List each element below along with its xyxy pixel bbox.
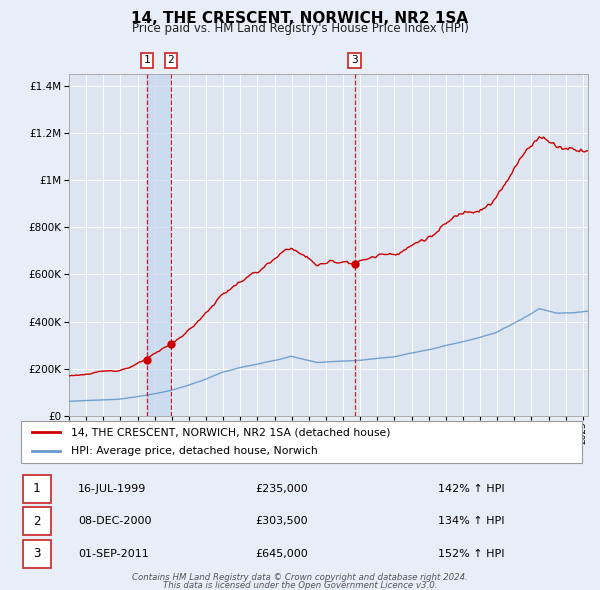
Text: 01-SEP-2011: 01-SEP-2011	[78, 549, 149, 559]
Text: 14, THE CRESCENT, NORWICH, NR2 1SA: 14, THE CRESCENT, NORWICH, NR2 1SA	[131, 11, 469, 25]
Text: 2: 2	[167, 55, 174, 65]
Text: 3: 3	[33, 547, 40, 560]
Text: 1: 1	[143, 55, 150, 65]
Text: 14, THE CRESCENT, NORWICH, NR2 1SA (detached house): 14, THE CRESCENT, NORWICH, NR2 1SA (deta…	[71, 427, 391, 437]
Text: 2: 2	[33, 514, 40, 528]
Text: HPI: Average price, detached house, Norwich: HPI: Average price, detached house, Norw…	[71, 446, 318, 456]
Text: Price paid vs. HM Land Registry's House Price Index (HPI): Price paid vs. HM Land Registry's House …	[131, 22, 469, 35]
Text: This data is licensed under the Open Government Licence v3.0.: This data is licensed under the Open Gov…	[163, 581, 437, 590]
Text: £235,000: £235,000	[256, 484, 308, 494]
Text: £303,500: £303,500	[256, 516, 308, 526]
Text: 16-JUL-1999: 16-JUL-1999	[78, 484, 146, 494]
Text: 1: 1	[33, 482, 40, 496]
Text: Contains HM Land Registry data © Crown copyright and database right 2024.: Contains HM Land Registry data © Crown c…	[132, 572, 468, 582]
Text: 142% ↑ HPI: 142% ↑ HPI	[438, 484, 505, 494]
Text: 3: 3	[351, 55, 358, 65]
Text: 152% ↑ HPI: 152% ↑ HPI	[438, 549, 505, 559]
Bar	[147, 74, 171, 416]
Text: 134% ↑ HPI: 134% ↑ HPI	[438, 516, 505, 526]
Text: £645,000: £645,000	[256, 549, 308, 559]
Text: 08-DEC-2000: 08-DEC-2000	[78, 516, 151, 526]
